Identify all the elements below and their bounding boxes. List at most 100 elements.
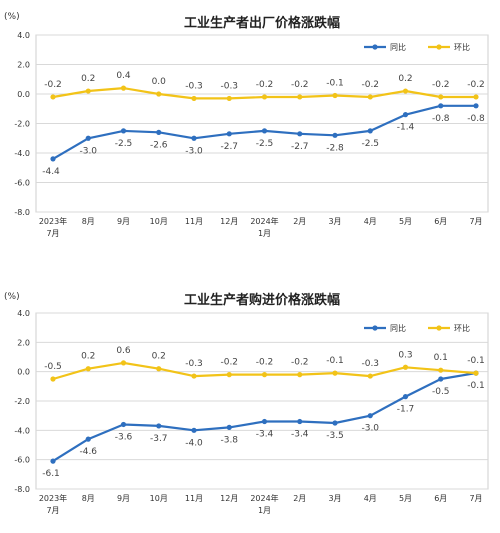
data-point: [438, 94, 444, 100]
data-label: -2.5: [256, 139, 274, 149]
data-label: -4.4: [42, 167, 60, 177]
data-point: [85, 135, 91, 141]
data-label: -3.8: [220, 435, 238, 445]
x-tick-label-line: 6月: [434, 217, 447, 226]
x-tick-label-line: 7月: [46, 229, 59, 238]
x-tick-label-line: 2月: [293, 494, 306, 503]
x-tick-label: 7月: [469, 494, 482, 503]
data-label: -0.3: [185, 81, 203, 91]
data-point: [120, 85, 127, 91]
data-point: [50, 94, 56, 100]
x-tick-label-line: 2月: [293, 217, 306, 226]
data-point: [120, 421, 127, 428]
legend-label: 环比: [454, 323, 470, 333]
data-label: -0.2: [220, 358, 238, 368]
data-point: [191, 95, 197, 102]
data-label: -2.7: [291, 142, 309, 152]
x-tick-label-line: 12月: [220, 494, 238, 503]
data-point: [85, 366, 91, 372]
data-label: -0.1: [326, 356, 344, 366]
y-axis-unit: (%): [4, 292, 20, 302]
data-point: [402, 364, 409, 370]
data-label: -3.0: [361, 424, 379, 434]
x-tick-label: 3月: [328, 494, 341, 503]
data-point: [402, 112, 409, 118]
data-label: -3.0: [185, 146, 203, 156]
x-tick-label: 2月: [293, 494, 306, 503]
y-tick-label: -8.0: [14, 485, 30, 494]
x-tick-label: 12月: [220, 217, 238, 226]
data-label: 0.4: [116, 71, 131, 81]
data-point: [50, 156, 56, 162]
data-label: -0.5: [44, 362, 62, 372]
data-point: [261, 128, 268, 134]
data-label: -2.5: [115, 139, 133, 149]
data-point: [156, 366, 162, 372]
data-point: [438, 367, 444, 373]
x-tick-label: 6月: [434, 217, 447, 226]
data-point: [85, 88, 91, 94]
x-tick-label-line: 9月: [117, 217, 130, 226]
x-tick-label: 10月: [150, 217, 168, 226]
data-point: [85, 436, 91, 442]
data-point: [332, 420, 338, 426]
x-tick-label: 2024年 1月: [250, 493, 278, 515]
data-point: [156, 129, 162, 135]
x-tick-label-line: 4月: [364, 494, 377, 503]
data-label: -0.1: [467, 356, 485, 366]
x-tick-label: 4月: [364, 217, 377, 226]
y-tick-label: -4.0: [14, 149, 30, 158]
data-label: -0.2: [291, 80, 309, 90]
data-label: 0.2: [398, 74, 412, 84]
data-label: -0.3: [361, 359, 379, 369]
x-tick-label-line: 4月: [364, 217, 377, 226]
data-point: [191, 135, 197, 141]
data-label: -3.4: [291, 430, 309, 440]
x-tick-label-line: 2024年: [250, 216, 278, 226]
data-point: [438, 376, 444, 382]
data-label: 0.2: [81, 74, 95, 84]
legend-label: 环比: [454, 42, 470, 52]
x-tick-label: 8月: [82, 217, 95, 226]
series-line-yoy: [52, 372, 477, 463]
y-tick-label: -8.0: [14, 208, 30, 217]
legend-marker: [372, 325, 378, 331]
data-label: -3.5: [326, 431, 344, 441]
data-point: [191, 373, 197, 379]
data-label: -0.2: [432, 80, 450, 90]
y-tick-label: -4.0: [14, 426, 30, 435]
x-tick-label-line: 7月: [469, 217, 482, 226]
data-point: [297, 131, 303, 137]
data-point: [438, 103, 444, 109]
y-tick-label: 0.0: [17, 368, 30, 377]
data-point: [332, 92, 338, 99]
data-point: [367, 94, 373, 100]
data-point: [367, 373, 373, 379]
data-label: 0.6: [116, 346, 131, 356]
data-label: -0.3: [220, 81, 238, 91]
data-point: [226, 372, 232, 378]
x-tick-label-line: 3月: [328, 217, 341, 226]
y-tick-label: -2.0: [14, 120, 30, 129]
x-tick-label-line: 1月: [258, 229, 271, 238]
x-tick-label: 2023年 7月: [39, 493, 67, 515]
x-tick-label: 7月: [469, 217, 482, 226]
data-label: -4.0: [185, 438, 203, 448]
chart-title: 工业生产者出厂价格涨跌幅: [184, 15, 340, 31]
y-tick-label: 2.0: [17, 338, 30, 347]
x-tick-label-line: 12月: [220, 217, 238, 226]
x-tick-label: 5月: [399, 494, 412, 503]
x-tick-label: 6月: [434, 494, 447, 503]
chart-ppi-purchase: 工业生产者购进价格涨跌幅 (%) 4.0 2.0 0.0 -2.0 -4.0 -6.0 -8.0…: [4, 292, 489, 515]
data-label: -3.7: [150, 434, 168, 444]
y-tick-label: -2.0: [14, 397, 30, 406]
x-tick-label: 2月: [293, 217, 306, 226]
data-label: -0.8: [467, 114, 485, 124]
legend-marker: [436, 325, 442, 331]
x-tick-label-line: 1月: [258, 506, 271, 515]
x-tick-label-line: 6月: [434, 494, 447, 503]
x-tick-label-line: 9月: [117, 494, 130, 503]
x-tick-label-line: 10月: [150, 217, 168, 226]
data-label: -2.5: [361, 139, 379, 149]
data-label: -0.8: [432, 114, 450, 124]
